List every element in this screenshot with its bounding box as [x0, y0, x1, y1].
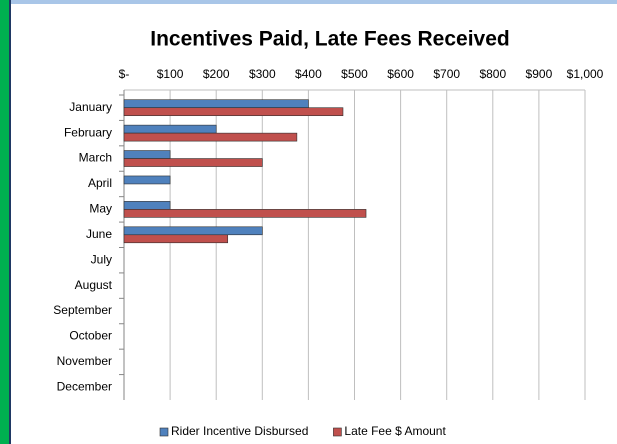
bar: [123, 209, 367, 218]
chart-title: Incentives Paid, Late Fees Received: [150, 28, 510, 51]
y-tick-label: November: [57, 354, 112, 368]
y-tick-label: January: [69, 100, 112, 114]
y-tick-label: April: [88, 176, 112, 190]
x-tick-label: $400: [295, 67, 322, 81]
bar: [123, 226, 263, 236]
y-tick-label: February: [64, 125, 112, 139]
bar: [123, 150, 171, 159]
x-tick-label: $300: [249, 67, 276, 81]
bar: [123, 158, 263, 167]
bar: [123, 201, 171, 210]
bar: [123, 175, 171, 185]
left-border: [9, 0, 11, 444]
x-tick-label: $600: [387, 67, 414, 81]
bar: [123, 234, 229, 244]
legend-label: Late Fee $ Amount: [344, 424, 446, 438]
bar: [123, 124, 217, 134]
x-tick-label: $900: [526, 67, 553, 81]
legend-label: Rider Incentive Disbursed: [171, 424, 308, 438]
y-tick-label: December: [57, 379, 112, 393]
bar: [123, 132, 298, 142]
x-tick-label: $800: [479, 67, 506, 81]
bar: [123, 99, 309, 109]
y-tick-label: September: [53, 303, 112, 317]
y-tick-label: March: [79, 151, 112, 165]
y-tick-label: July: [91, 252, 112, 266]
legend-swatch: [333, 427, 342, 437]
y-tick-label: June: [86, 227, 112, 241]
x-tick-label: $-: [119, 67, 130, 81]
x-tick-label: $200: [203, 67, 230, 81]
y-tick-label: May: [89, 202, 112, 216]
top-border: [0, 0, 617, 4]
legend-swatch: [159, 427, 169, 437]
x-tick-label: $700: [433, 67, 460, 81]
y-tick-label: October: [69, 329, 112, 343]
x-tick-label: $500: [341, 67, 368, 81]
bar: [123, 107, 344, 117]
x-tick-label: $100: [157, 67, 184, 81]
y-tick-label: August: [75, 278, 113, 292]
x-tick-label: $1,000: [567, 67, 604, 81]
left-strip: [0, 0, 9, 444]
